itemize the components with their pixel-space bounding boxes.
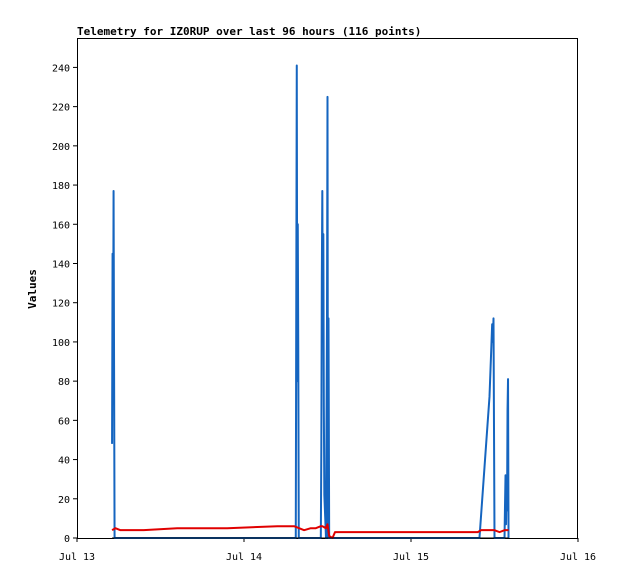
y-tick-label: 240	[52, 63, 70, 74]
x-tick-label: Jul 13	[59, 552, 95, 563]
y-tick-label: 40	[58, 456, 70, 467]
y-tick-label: 80	[58, 377, 70, 388]
y-tick-label: 120	[52, 299, 70, 310]
y-tick-label: 140	[52, 259, 70, 270]
y-tick-label: 200	[52, 142, 70, 153]
y-tick-label: 60	[58, 416, 70, 427]
y-tick-label: 160	[52, 220, 70, 231]
series-line-1	[111, 64, 510, 539]
y-tick-label: 0	[64, 534, 70, 545]
series-layer	[111, 64, 510, 539]
x-tick-label: Jul 15	[393, 552, 429, 563]
series-line-2	[111, 523, 509, 539]
y-axis: 0 20 40 60 80 100 120 140 160 180 200 220 240	[52, 63, 77, 545]
x-tick-label: Jul 16	[560, 552, 596, 563]
y-axis-label: Values	[26, 269, 39, 309]
chart-title: Telemetry for IZ0RUP over last 96 hours …	[77, 25, 421, 38]
y-tick-label: 100	[52, 338, 70, 349]
x-tick-label: Jul 14	[226, 552, 262, 563]
y-tick-label: 220	[52, 103, 70, 114]
y-tick-label: 20	[58, 495, 70, 506]
y-tick-label: 180	[52, 181, 70, 192]
x-axis: Jul 13 Jul 14 Jul 15 Jul 16	[59, 538, 596, 563]
